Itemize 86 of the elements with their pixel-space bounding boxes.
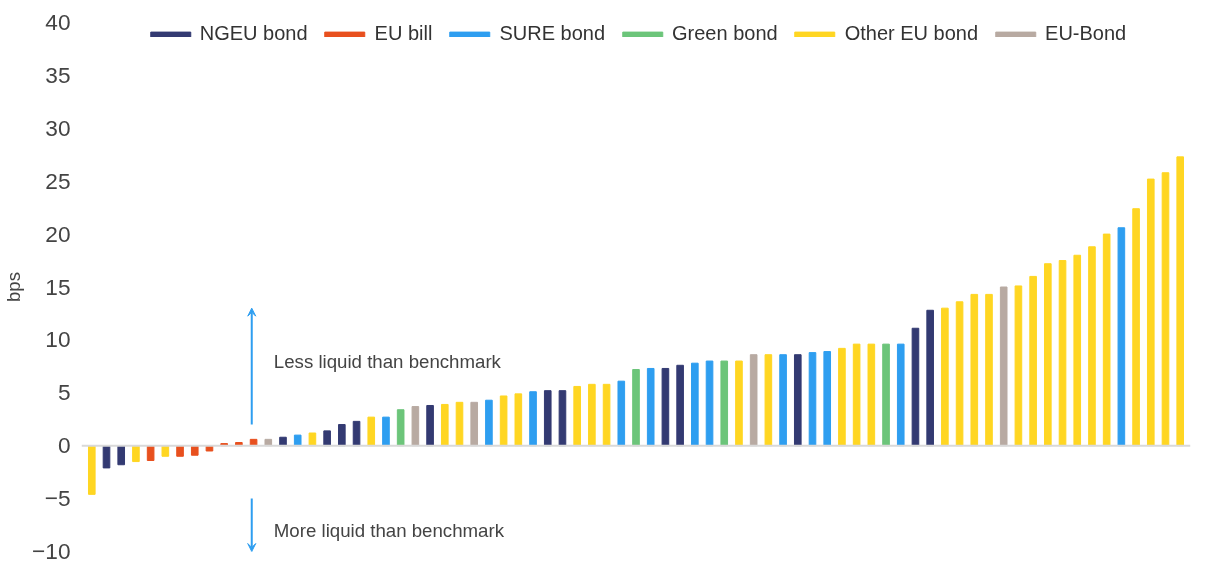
bar [558, 390, 567, 447]
bar [426, 405, 434, 447]
bar [705, 360, 714, 447]
bar [1014, 285, 1023, 447]
bar [646, 367, 655, 447]
bar [911, 327, 920, 447]
bar [514, 393, 523, 447]
bar [308, 432, 317, 447]
bar [573, 385, 581, 447]
bar [161, 445, 170, 457]
y-tick-label: 10 [45, 326, 71, 353]
bar [602, 383, 611, 447]
bar [779, 354, 787, 447]
bar [1146, 178, 1155, 447]
y-tick-label: −10 [32, 538, 71, 564]
y-tick-label: 30 [45, 114, 71, 141]
y-tick-label: 20 [45, 220, 71, 247]
bar [1088, 246, 1096, 447]
bar [808, 352, 817, 447]
bar [661, 367, 670, 447]
bar [838, 347, 846, 447]
bar [955, 301, 964, 447]
y-tick-label: 15 [45, 273, 71, 300]
bar [676, 364, 684, 447]
legend-label: SURE bond [499, 22, 606, 45]
bar [176, 445, 184, 457]
bar [293, 434, 302, 447]
bar [323, 430, 331, 447]
bar [1058, 260, 1067, 447]
bar [720, 360, 729, 447]
bar [1044, 263, 1052, 447]
bar [749, 354, 758, 447]
bar [499, 395, 508, 447]
bar [617, 380, 626, 447]
y-tick-label: 40 [45, 9, 71, 35]
bar [867, 343, 876, 447]
legend-label: NGEU bond [199, 22, 308, 45]
bar [926, 309, 934, 447]
y-tick-label: 25 [45, 167, 71, 194]
bar [985, 293, 993, 447]
bar [396, 409, 405, 447]
bar [485, 399, 493, 447]
legend-label: Other EU bond [844, 22, 979, 45]
bar [999, 286, 1008, 447]
bar [367, 416, 376, 447]
bar [382, 416, 390, 447]
bar [338, 424, 346, 447]
bar [1132, 208, 1140, 447]
bar [896, 343, 905, 447]
y-axis-title: bps [3, 271, 25, 303]
bar [823, 351, 832, 447]
bar [470, 401, 479, 447]
bar [117, 445, 126, 466]
bar [882, 343, 890, 447]
legend-label: Green bond [672, 22, 778, 45]
bar [691, 362, 699, 447]
annotation: Less liquid than benchmark [273, 350, 502, 372]
bar [1117, 227, 1126, 447]
bar [632, 369, 640, 447]
bar [1029, 275, 1037, 447]
legend-label: EU bill [374, 22, 433, 45]
bar [146, 445, 155, 462]
bar [764, 354, 773, 447]
legend-label: EU-Bond [1045, 22, 1127, 45]
y-tick-label: 35 [45, 61, 71, 88]
bar [735, 360, 743, 447]
bar [352, 420, 361, 447]
bar [588, 383, 596, 447]
bar [132, 445, 140, 463]
bar [941, 307, 949, 447]
bar [411, 406, 420, 447]
bar [440, 403, 449, 447]
bar [529, 391, 537, 447]
y-tick-label: 5 [57, 379, 71, 406]
y-tick-label: 0 [57, 432, 71, 459]
bar [543, 390, 552, 447]
bar [87, 445, 96, 495]
bar [970, 293, 979, 447]
bar [1176, 156, 1185, 447]
bar [793, 354, 802, 447]
bar [1102, 233, 1111, 447]
y-tick-label: −5 [44, 485, 71, 512]
bar [1161, 172, 1170, 447]
annotation: More liquid than benchmark [273, 519, 505, 541]
bar [1073, 254, 1082, 447]
bar [852, 343, 861, 447]
